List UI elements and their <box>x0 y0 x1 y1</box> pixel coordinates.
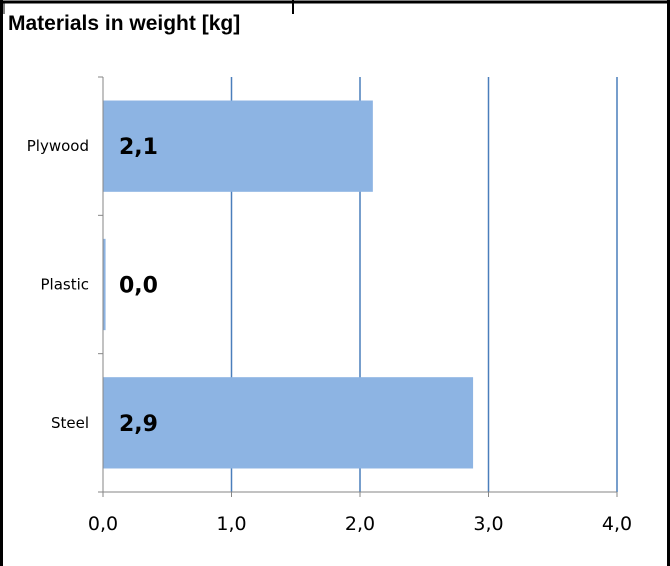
x-tick-label-1: 1,0 <box>216 513 246 535</box>
plot-area: Plywood Plastic Steel 2,1 0,0 2,9 0,0 1,0 2,0 3,0… <box>27 76 632 535</box>
x-tick-label-2: 2,0 <box>345 513 375 535</box>
bar-steel <box>103 377 474 469</box>
chart-title: Materials in weight [kg] <box>8 12 241 35</box>
category-label-plastic: Plastic <box>40 276 89 294</box>
bar-plywood <box>103 100 373 192</box>
category-label-plywood: Plywood <box>27 137 89 155</box>
data-label-steel: 2,9 <box>119 412 158 437</box>
x-tick-label-3: 3,0 <box>473 513 503 535</box>
x-tick-label-0: 0,0 <box>88 513 118 535</box>
category-label-steel: Steel <box>51 414 89 432</box>
bar-plastic <box>103 238 106 331</box>
data-label-plastic: 0,0 <box>119 274 158 299</box>
data-label-plywood: 2,1 <box>119 135 158 160</box>
x-tick-label-4: 4,0 <box>602 513 632 535</box>
